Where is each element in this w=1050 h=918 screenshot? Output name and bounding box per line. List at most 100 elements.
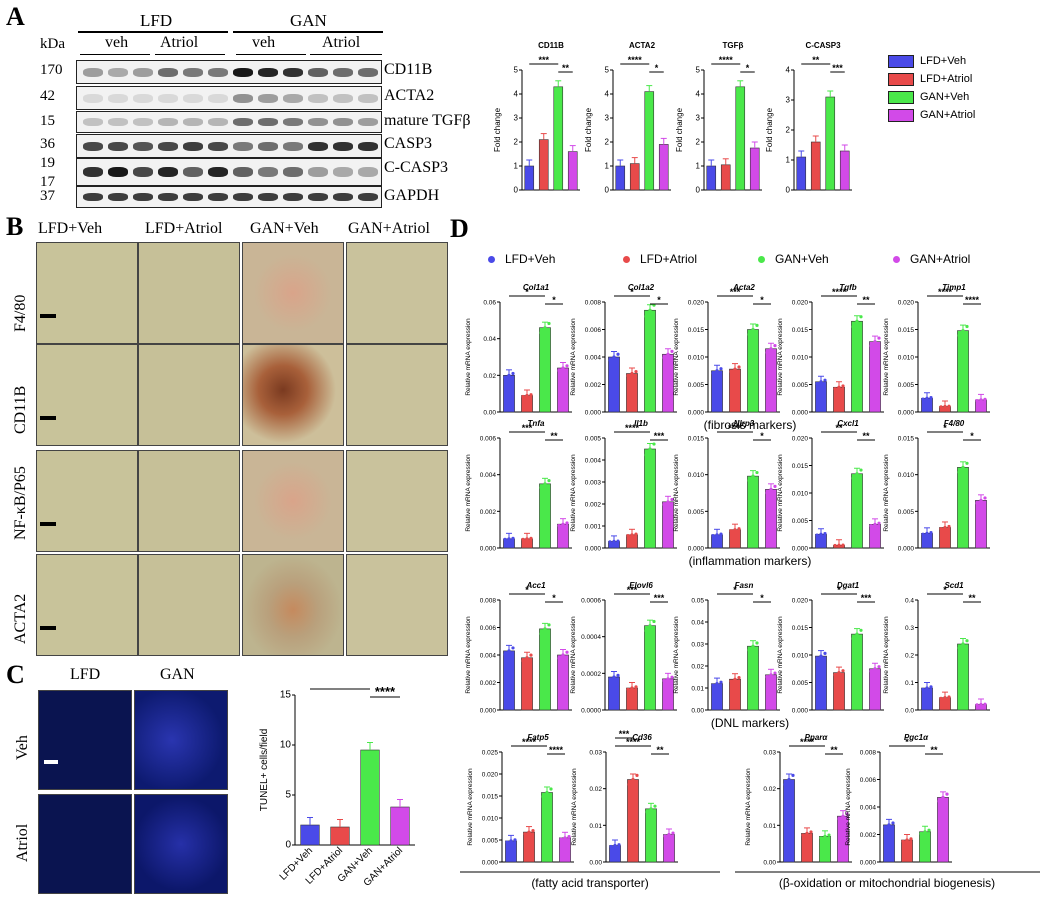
- legend-dot: [623, 255, 630, 263]
- y-tick-label: 4: [514, 90, 519, 99]
- legend-item: LFD+Veh: [488, 252, 623, 266]
- data-point: [925, 531, 929, 535]
- bar: [869, 341, 881, 413]
- data-point: [859, 628, 863, 632]
- data-point: [525, 537, 529, 541]
- data-point: [787, 777, 791, 782]
- data-point: [873, 667, 877, 671]
- sig-label: *: [746, 63, 750, 73]
- data-point: [747, 478, 751, 483]
- data-point: [644, 453, 648, 457]
- y-tick-label: 0.008: [480, 598, 497, 605]
- chart-title: Fatp5: [527, 733, 549, 742]
- blot-band: [358, 167, 378, 177]
- data-point: [559, 837, 563, 841]
- bar: [390, 806, 410, 846]
- bar: [819, 836, 831, 863]
- atriol-bar-gan: [310, 54, 382, 55]
- data-point: [626, 533, 630, 538]
- data-point: [765, 675, 769, 679]
- tunel-micrograph: [38, 794, 132, 894]
- y-tick-label: 0.015: [898, 436, 915, 443]
- blot-band: [158, 68, 178, 77]
- data-point: [929, 395, 933, 400]
- data-point: [563, 836, 567, 840]
- blot-band: [183, 94, 203, 103]
- y-tick-label: 0.004: [480, 472, 497, 479]
- legend-dot: [893, 255, 900, 263]
- col-label-gan: GAN: [160, 666, 195, 683]
- bar: [765, 674, 777, 711]
- veh-bar-lfd: [80, 54, 150, 55]
- legend-item: GAN+Veh: [888, 88, 1048, 106]
- legend-item: LFD+Veh: [888, 52, 1048, 70]
- data-point: [652, 442, 656, 446]
- y-tick-label: 0.000: [860, 860, 877, 867]
- col-label-lfd: LFD: [70, 666, 101, 683]
- y-tick-label: 0.020: [792, 598, 809, 605]
- col-label-gan-veh: GAN+Veh: [250, 220, 319, 237]
- atriol-label-gan: Atriol: [322, 34, 361, 51]
- blot-band: [308, 193, 328, 201]
- data-point: [666, 500, 670, 504]
- bar: [615, 165, 626, 191]
- bar: [557, 654, 569, 711]
- blot-band: [108, 118, 128, 126]
- data-point: [547, 479, 551, 483]
- bar: [901, 839, 913, 863]
- y-tick-label: 0.004: [860, 805, 877, 812]
- legend-label: GAN+Atriol: [920, 109, 976, 121]
- group-gan-label: GAN: [290, 11, 327, 30]
- data-point: [815, 381, 819, 386]
- data-point: [957, 470, 961, 474]
- data-point: [873, 522, 877, 526]
- legend-item: LFD+Atriol: [888, 70, 1048, 88]
- data-point: [805, 831, 809, 836]
- blot-band: [283, 94, 303, 103]
- data-point: [653, 804, 657, 808]
- bar: [939, 527, 951, 549]
- panel-a-legend: LFD+Veh LFD+Atriol GAN+Veh GAN+Atriol: [888, 52, 1048, 124]
- blot-protein-label: C-CASP3: [384, 159, 449, 176]
- bar: [662, 353, 674, 413]
- bar: [662, 678, 674, 711]
- data-point: [815, 657, 819, 661]
- chart-group: 0.000 0.005 0.010 0.015 0.020 Timp1 Relative m…: [883, 283, 990, 417]
- tunel-micrograph: [38, 690, 132, 790]
- data-point: [711, 683, 715, 687]
- y-tick-label: 0.000: [688, 546, 705, 553]
- chart-title: Scd1: [944, 581, 964, 590]
- data-point: [616, 352, 620, 356]
- blot-lane: [76, 186, 382, 208]
- data-point: [634, 369, 638, 374]
- blot-band: [108, 167, 128, 177]
- y-axis-label: Relative mRNA expression: [883, 318, 890, 396]
- data-point: [947, 524, 951, 529]
- data-point: [626, 687, 630, 691]
- blot-band: [133, 94, 153, 103]
- sig-label: **: [562, 63, 570, 73]
- y-tick-label: 0.020: [688, 300, 705, 307]
- row-label-atriol: Atriol: [14, 823, 31, 862]
- y-axis-label: Fold change: [675, 107, 684, 152]
- sig-label: **: [930, 745, 938, 755]
- group-gan-bar: [233, 31, 383, 33]
- molecular-weight: 37: [40, 188, 55, 204]
- data-point: [941, 795, 945, 799]
- y-tick-label: 0.006: [860, 777, 877, 784]
- y-tick-label: 0.005: [792, 680, 809, 687]
- sig-label: ****: [549, 745, 564, 755]
- blot-band: [358, 94, 378, 103]
- sig-label: *: [760, 431, 764, 441]
- bar: [747, 475, 759, 549]
- data-point: [827, 833, 831, 837]
- y-tick-label: 2: [514, 138, 519, 147]
- data-point: [815, 533, 819, 537]
- data-point: [841, 669, 845, 673]
- y-tick-label: 0.005: [688, 382, 705, 389]
- blot-band: [183, 118, 203, 126]
- bar: [783, 779, 795, 863]
- bar: [644, 448, 656, 549]
- legend-item: GAN+Atriol: [888, 106, 1048, 124]
